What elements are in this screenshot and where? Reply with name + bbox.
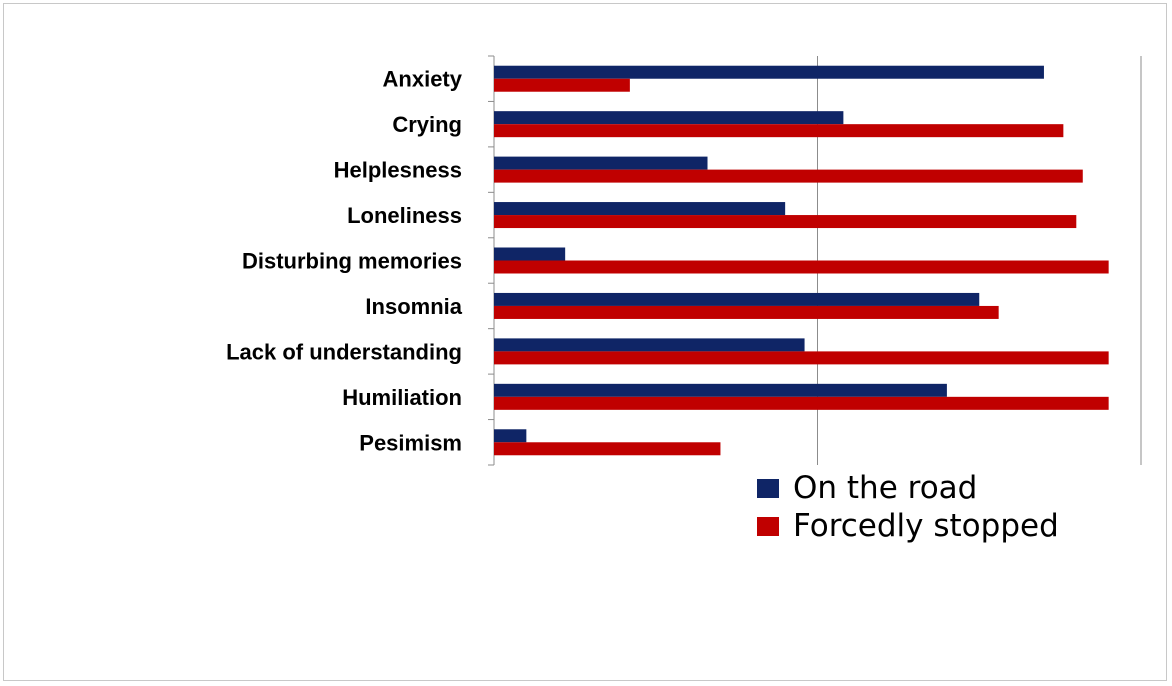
bar-0-0 (494, 65, 1044, 79)
bar-1-0 (494, 78, 630, 92)
bar-0-2 (494, 156, 708, 170)
bar-0-7 (494, 383, 947, 397)
bar-0-5 (494, 292, 980, 306)
category-label: Helplesness (334, 158, 462, 183)
bar-0-3 (494, 202, 786, 216)
category-labels: Anxiety Crying Helplesness Loneliness Distur… (226, 67, 463, 456)
bar-1-3 (494, 215, 1077, 229)
bar-0-8 (494, 429, 527, 443)
bars (494, 65, 1109, 456)
bar-0-1 (494, 111, 844, 125)
bar-1-4 (494, 260, 1109, 274)
category-label: Loneliness (347, 203, 462, 228)
category-label: Disturbing memories (242, 249, 462, 274)
category-label: Lack of understanding (226, 339, 462, 364)
legend-label-0: On the road (793, 470, 977, 506)
bar-1-6 (494, 351, 1109, 365)
bar-1-8 (494, 442, 721, 456)
chart-frame: Anxiety Crying Helplesness Loneliness Distur… (3, 3, 1167, 681)
legend-swatch-1 (757, 517, 779, 536)
category-label: Pesimism (359, 430, 462, 455)
bar-0-6 (494, 338, 805, 352)
bar-chart: Anxiety Crying Helplesness Loneliness Distur… (226, 55, 1142, 544)
category-axis (488, 55, 495, 466)
legend-label-1: Forcedly stopped (793, 508, 1059, 544)
category-label: Crying (392, 112, 462, 137)
bar-1-7 (494, 396, 1109, 410)
legend-swatch-0 (757, 479, 779, 498)
category-label: Humiliation (342, 385, 462, 410)
bar-1-2 (494, 169, 1083, 183)
bar-1-1 (494, 124, 1064, 138)
bar-1-5 (494, 305, 999, 319)
bar-0-4 (494, 247, 566, 261)
category-label: Anxiety (383, 67, 463, 92)
category-label: Insomnia (365, 294, 462, 319)
